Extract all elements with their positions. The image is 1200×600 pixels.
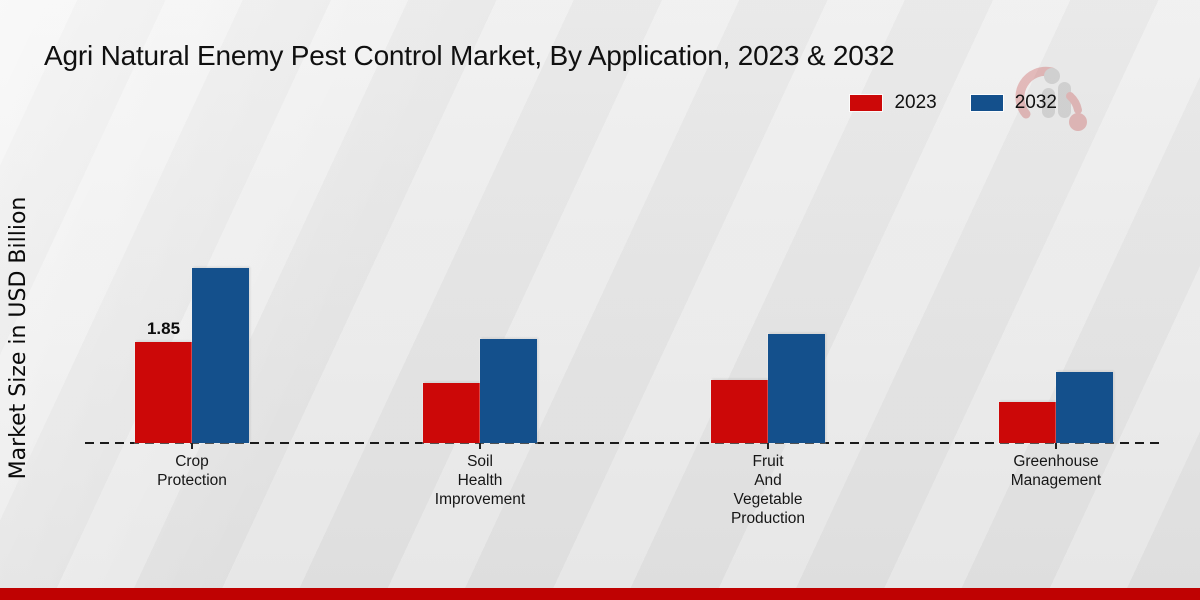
x-axis-tick-fruit-and-vegetable-production xyxy=(767,443,769,449)
category-label-fruit-and-vegetable-production: Fruit And Vegetable Production xyxy=(730,453,806,527)
legend-label-2032: 2032 xyxy=(1014,92,1057,113)
category-label-soil-health-improvement: Soil Health Improvement xyxy=(434,453,526,508)
footer-accent-band xyxy=(0,588,1200,600)
bar-2032-crop-protection xyxy=(192,268,249,443)
bar-2023-greenhouse-management xyxy=(999,402,1056,443)
legend-swatch-2032 xyxy=(970,95,1003,111)
legend-label-2023: 2023 xyxy=(894,92,937,113)
x-axis-tick-greenhouse-management xyxy=(1055,443,1057,449)
x-axis-tick-soil-health-improvement xyxy=(479,443,481,449)
bar-2023-crop-protection xyxy=(135,342,192,443)
bar-2032-fruit-and-vegetable-production xyxy=(768,334,825,443)
x-axis-tick-crop-protection xyxy=(191,443,193,449)
chart-legend: 2023 2032 xyxy=(850,92,1057,114)
bar-value-label-2023-crop-protection: 1.85 xyxy=(146,319,181,338)
bar-2023-fruit-and-vegetable-production xyxy=(711,380,768,443)
legend-item-2023: 2023 xyxy=(850,92,937,114)
chart-title: Agri Natural Enemy Pest Control Market, … xyxy=(44,40,895,71)
legend-swatch-2023 xyxy=(850,95,883,111)
category-label-crop-protection: Crop Protection xyxy=(157,453,227,489)
bar-2032-soil-health-improvement xyxy=(480,339,537,443)
category-label-greenhouse-management: Greenhouse Management xyxy=(1010,453,1102,489)
legend-item-2032: 2032 xyxy=(970,92,1057,114)
bar-2023-soil-health-improvement xyxy=(423,383,480,443)
x-axis-line xyxy=(85,442,1165,444)
bar-2032-greenhouse-management xyxy=(1056,372,1113,443)
